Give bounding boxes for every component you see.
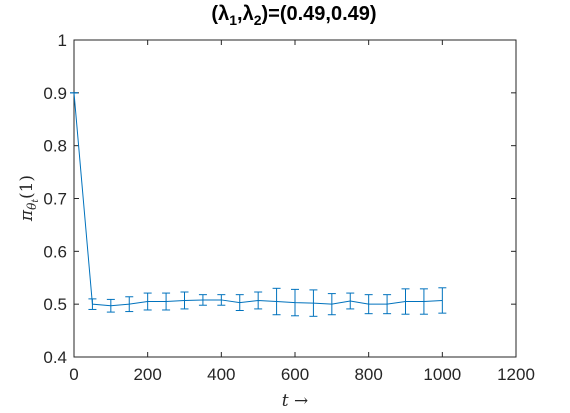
y-tick-label: 0.9 <box>43 84 67 103</box>
error-bar <box>383 294 392 315</box>
error-bar <box>309 289 318 317</box>
data-series <box>70 92 447 317</box>
y-tick-label: 0.8 <box>43 137 67 156</box>
chart-title: (λ1,λ2)=(0.49,0.49) <box>211 3 376 28</box>
error-bar <box>364 294 373 315</box>
x-ticks: 0 200 400 600 800 1000 1200 <box>69 40 535 384</box>
error-bar <box>254 291 263 310</box>
error-bar <box>272 287 281 316</box>
error-bar <box>327 293 336 316</box>
error-bar <box>235 294 244 312</box>
y-tick-label: 0.7 <box>43 190 67 209</box>
y-axis-label: πθt(1) <box>17 175 41 222</box>
error-bar <box>125 296 134 313</box>
x-axis-label: t → <box>282 391 308 411</box>
error-bar <box>438 287 447 314</box>
error-bar <box>401 288 410 315</box>
x-tick-label: 200 <box>133 365 161 384</box>
x-tick-label: 1200 <box>497 365 535 384</box>
error-bar <box>198 294 207 306</box>
error-bar <box>162 292 171 311</box>
x-tick-label: 600 <box>281 365 309 384</box>
y-ticks: 0.4 0.5 0.6 0.7 0.8 0.9 1 <box>43 31 516 367</box>
series-line <box>73 92 443 307</box>
error-bar <box>217 294 226 306</box>
x-tick-label: 800 <box>354 365 382 384</box>
error-bar <box>419 288 428 315</box>
error-bar <box>180 291 189 310</box>
x-tick-label: 400 <box>207 365 235 384</box>
error-bar <box>88 298 97 310</box>
y-tick-label: 0.4 <box>43 348 67 367</box>
y-tick-label: 0.6 <box>43 242 67 261</box>
y-tick-label: 0.5 <box>43 295 67 314</box>
x-tick-label: 1000 <box>423 365 461 384</box>
error-bar <box>143 292 152 311</box>
x-tick-label: 0 <box>69 365 78 384</box>
error-bar <box>291 288 299 317</box>
error-bar <box>346 292 355 310</box>
y-tick-label: 1 <box>58 31 67 50</box>
error-bar <box>106 298 115 313</box>
